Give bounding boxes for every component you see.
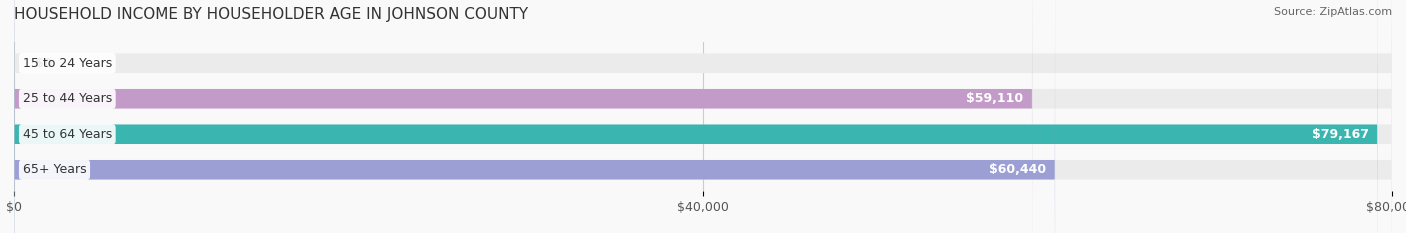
Text: 25 to 44 Years: 25 to 44 Years xyxy=(22,92,112,105)
FancyBboxPatch shape xyxy=(14,0,1032,233)
FancyBboxPatch shape xyxy=(14,0,1392,233)
Text: $0: $0 xyxy=(35,57,52,70)
Text: $59,110: $59,110 xyxy=(966,92,1024,105)
Text: 65+ Years: 65+ Years xyxy=(22,163,86,176)
Text: $79,167: $79,167 xyxy=(1312,128,1369,141)
FancyBboxPatch shape xyxy=(14,0,1392,233)
Text: HOUSEHOLD INCOME BY HOUSEHOLDER AGE IN JOHNSON COUNTY: HOUSEHOLD INCOME BY HOUSEHOLDER AGE IN J… xyxy=(14,7,529,22)
FancyBboxPatch shape xyxy=(14,0,1392,233)
Text: Source: ZipAtlas.com: Source: ZipAtlas.com xyxy=(1274,7,1392,17)
FancyBboxPatch shape xyxy=(14,0,1378,233)
Text: 45 to 64 Years: 45 to 64 Years xyxy=(22,128,112,141)
FancyBboxPatch shape xyxy=(14,0,1054,233)
Text: $60,440: $60,440 xyxy=(990,163,1046,176)
Text: 15 to 24 Years: 15 to 24 Years xyxy=(22,57,112,70)
FancyBboxPatch shape xyxy=(14,0,1392,233)
